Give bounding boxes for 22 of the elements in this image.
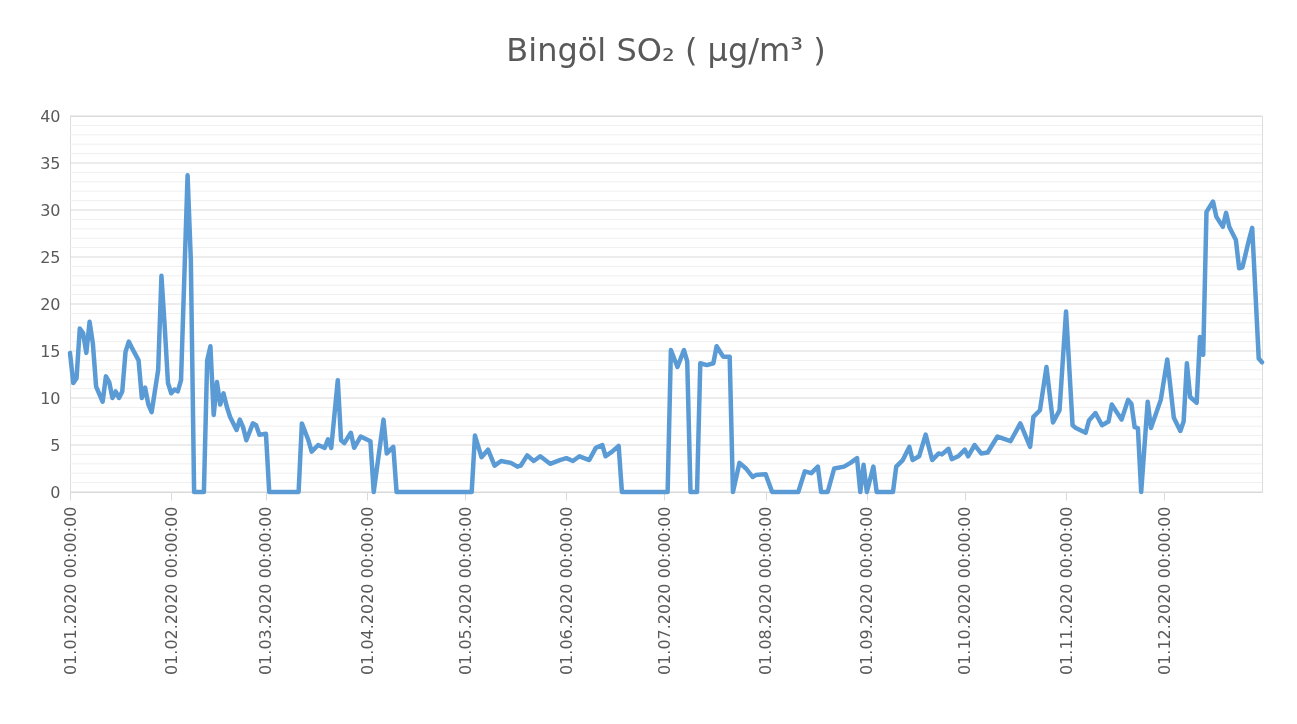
x-tick-label: 01.03.2020 00:00:00 [256,506,276,676]
y-tick-label: 35 [40,153,61,173]
y-tick-label: 40 [40,106,61,126]
x-tick-label: 01.11.2020 00:00:00 [1056,506,1076,676]
x-tick-label: 01.05.2020 00:00:00 [455,506,475,676]
x-tick-label: 01.06.2020 00:00:00 [556,506,576,676]
y-tick-label: 10 [40,388,61,408]
y-tick-label: 20 [40,294,61,314]
y-tick-label: 30 [40,200,61,220]
y-tick-label: 15 [40,341,61,361]
x-tick-label: 01.07.2020 00:00:00 [654,506,674,676]
x-tick-label: 01.12.2020 00:00:00 [1154,506,1174,676]
y-tick-label: 0 [50,482,61,502]
x-tick-label: 01.04.2020 00:00:00 [357,506,377,676]
x-tick-label: 01.08.2020 00:00:00 [756,506,776,676]
x-tick-label: 01.01.2020 00:00:00 [60,506,80,676]
y-tick-label: 5 [50,435,61,455]
x-tick-label: 01.10.2020 00:00:00 [955,506,975,676]
x-tick-label: 01.02.2020 00:00:00 [161,506,181,676]
y-tick-label: 25 [40,247,61,267]
chart-title: Bingöl SO₂ ( µg/m³ ) [506,31,826,69]
x-tick-label: 01.09.2020 00:00:00 [857,506,877,676]
